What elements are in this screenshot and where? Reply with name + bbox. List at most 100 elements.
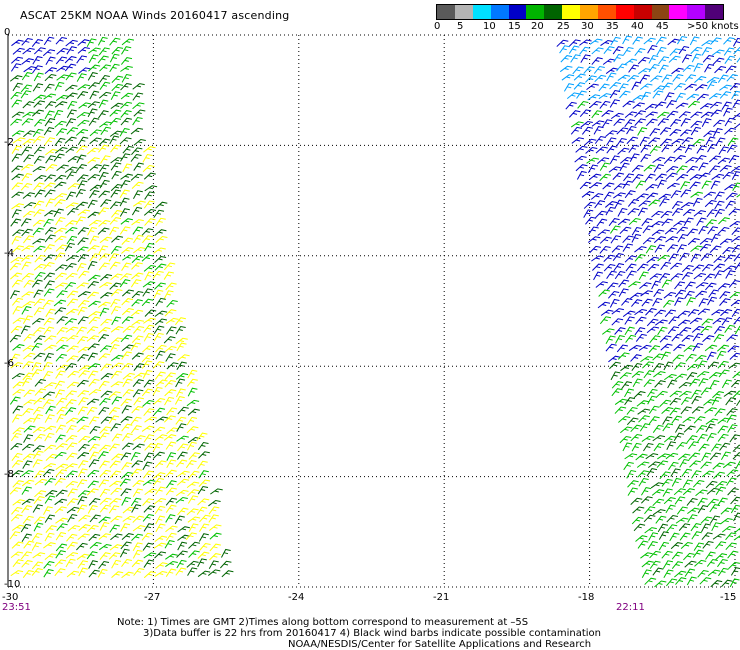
wind-barb-path bbox=[637, 207, 648, 217]
wind-barb-path bbox=[53, 299, 67, 307]
wind-barb-path bbox=[175, 388, 186, 398]
wind-barb-path bbox=[565, 101, 577, 110]
wind-barb bbox=[153, 407, 166, 416]
wind-barb-path bbox=[726, 477, 737, 486]
wind-barb bbox=[603, 263, 616, 272]
wind-barb bbox=[142, 345, 154, 353]
wind-barb bbox=[198, 470, 209, 479]
wind-barb bbox=[108, 391, 121, 399]
wind-barb-path bbox=[699, 577, 712, 585]
wind-barb-path bbox=[122, 389, 134, 397]
wind-barb-path bbox=[661, 478, 673, 487]
wind-barb bbox=[725, 192, 738, 200]
wind-barb bbox=[33, 146, 45, 155]
wind-barb-path bbox=[606, 72, 617, 82]
wind-barb-path bbox=[682, 488, 695, 496]
wind-barb-path bbox=[676, 244, 687, 253]
wind-barb-path bbox=[602, 182, 615, 190]
wind-barb-path bbox=[199, 523, 210, 532]
wind-barb-path bbox=[660, 261, 671, 270]
wind-barb-path bbox=[649, 273, 662, 280]
wind-barb-path bbox=[690, 191, 703, 198]
wind-barb bbox=[653, 164, 664, 173]
wind-barb-path bbox=[164, 379, 176, 388]
wind-barb-path bbox=[10, 218, 22, 227]
wind-barb bbox=[21, 306, 32, 315]
wind-barb bbox=[678, 381, 691, 389]
wind-barb-path bbox=[97, 55, 109, 64]
wind-barb bbox=[34, 470, 45, 479]
wind-barb-path bbox=[31, 109, 44, 117]
wind-barb-path bbox=[88, 311, 102, 318]
wind-barb-path bbox=[593, 126, 604, 135]
wind-barb bbox=[652, 435, 666, 442]
wind-barb bbox=[54, 498, 67, 506]
wind-barb-path bbox=[22, 515, 34, 524]
wind-barb-path bbox=[67, 525, 80, 532]
wind-barb bbox=[210, 488, 223, 495]
wind-barb-path bbox=[710, 180, 721, 190]
wind-barb bbox=[77, 300, 90, 308]
wind-barb bbox=[597, 157, 610, 165]
wind-barb bbox=[653, 236, 666, 244]
wind-barb bbox=[648, 416, 660, 425]
wind-barb bbox=[86, 147, 100, 155]
wind-barb bbox=[626, 270, 637, 280]
wind-barb bbox=[121, 351, 132, 360]
wind-barb-path bbox=[132, 379, 144, 387]
wind-barb-path bbox=[121, 344, 135, 352]
wind-barb-path bbox=[668, 461, 679, 471]
wind-barb-path bbox=[76, 145, 88, 154]
wind-barb bbox=[675, 92, 686, 102]
wind-barb bbox=[66, 109, 77, 118]
wind-barb bbox=[717, 344, 730, 352]
wind-barb-path bbox=[142, 513, 154, 522]
wind-barb-path bbox=[731, 227, 740, 235]
wind-barb-path bbox=[88, 533, 101, 542]
wind-barb bbox=[55, 489, 68, 497]
wind-barb-path bbox=[32, 445, 45, 453]
wind-barb-path bbox=[166, 459, 177, 469]
wind-barb bbox=[44, 234, 56, 243]
wind-barb bbox=[154, 535, 168, 543]
wind-barb-path bbox=[709, 245, 722, 253]
wind-barb-path bbox=[11, 541, 24, 549]
wind-barb bbox=[100, 155, 111, 164]
wind-barb-path bbox=[43, 83, 55, 92]
wind-barb-path bbox=[12, 499, 25, 506]
wind-barb bbox=[43, 36, 55, 46]
wind-barb bbox=[175, 325, 186, 335]
wind-barb bbox=[155, 515, 166, 525]
wind-barb-path bbox=[660, 138, 672, 147]
wind-barb bbox=[120, 416, 133, 424]
wind-barb-path bbox=[99, 521, 110, 531]
wind-barb bbox=[100, 199, 112, 208]
wind-barb bbox=[187, 387, 198, 397]
wind-barb bbox=[583, 66, 595, 74]
wind-barb bbox=[55, 550, 66, 559]
wind-barb-path bbox=[608, 355, 621, 363]
wind-barb bbox=[31, 532, 43, 542]
wind-barb bbox=[691, 531, 702, 540]
wind-barb bbox=[637, 470, 649, 478]
wind-barb bbox=[98, 327, 111, 334]
wind-barb bbox=[694, 354, 707, 362]
wind-barb bbox=[98, 543, 112, 551]
wind-barb bbox=[99, 81, 111, 90]
wind-barb bbox=[32, 128, 44, 138]
wind-barb bbox=[587, 164, 598, 174]
wind-barb bbox=[576, 90, 587, 99]
wind-barb bbox=[707, 81, 718, 90]
wind-barb-path bbox=[131, 219, 144, 226]
wind-barb-path bbox=[673, 155, 686, 163]
y-tick-label: 0 bbox=[4, 27, 11, 38]
wind-barb-path bbox=[680, 189, 692, 198]
wind-barb-path bbox=[97, 301, 111, 308]
wind-barb-path bbox=[10, 63, 22, 72]
wind-barb-path bbox=[21, 560, 33, 568]
wind-barb bbox=[654, 173, 667, 181]
wind-barb bbox=[624, 316, 635, 325]
wind-barb-path bbox=[21, 291, 34, 298]
wind-barb-path bbox=[653, 288, 664, 298]
wind-barb bbox=[696, 371, 710, 378]
